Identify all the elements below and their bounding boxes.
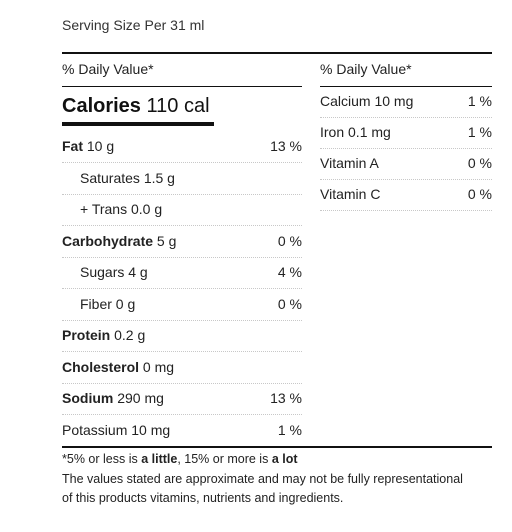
nutrient-percent: 13 %	[270, 390, 302, 406]
vitamin-percent: 0 %	[467, 186, 492, 202]
footer-rule	[62, 446, 492, 448]
vitamin-name: Calcium 10 mg	[320, 93, 414, 109]
nutrient-name: Protein 0.2 g	[62, 320, 145, 351]
nutrient-name: Fiber 0 g	[80, 289, 135, 320]
nutrient-percent: 1 %	[277, 422, 302, 438]
footnote-text-b: , 15% or more is	[177, 452, 272, 466]
nutrient-percent: 13 %	[270, 138, 302, 154]
nutrient-amount: + Trans 0.0 g	[80, 201, 163, 217]
header-rule-right	[320, 86, 492, 87]
nutrient-amount: Sugars 4 g	[80, 264, 148, 280]
nutrient-row: Sodium 290 mg 13 %	[62, 383, 302, 415]
nutrient-row: Carbohydrate 5 g 0 %	[62, 226, 302, 258]
nutrient-name-bold: Carbohydrate	[62, 233, 154, 249]
vitamin-row: Iron 0.1 mg 1 %	[320, 117, 492, 149]
nutrient-name: Potassium 10 mg	[62, 415, 170, 446]
nutrient-name-bold: Fat	[62, 138, 83, 154]
nutrient-name: Saturates 1.5 g	[80, 163, 175, 194]
nutrient-row: Saturates 1.5 g	[62, 163, 302, 195]
vitamin-row: Calcium 10 mg 1 %	[320, 86, 492, 118]
nutrient-name-bold: Sodium	[62, 390, 114, 406]
nutrient-name-bold: Protein	[62, 327, 111, 343]
header-rule-left	[62, 86, 302, 87]
nutrient-name: Sugars 4 g	[80, 257, 148, 288]
nutrient-name: + Trans 0.0 g	[80, 194, 162, 225]
footnote-little: a little	[141, 452, 178, 466]
top-rule	[62, 52, 492, 54]
nutrient-amount: Saturates 1.5 g	[80, 170, 175, 186]
serving-size: Serving Size Per 31 ml	[62, 17, 205, 33]
footnote-text-a: *5% or less is	[62, 452, 142, 466]
calories-value: 110 cal	[146, 95, 210, 117]
nutrient-row: Cholesterol 0 mg	[62, 352, 302, 384]
nutrient-percent: 0 %	[277, 233, 302, 249]
daily-value-header-left: % Daily Value*	[62, 61, 154, 77]
nutrient-row: Sugars 4 g 4 %	[62, 257, 302, 289]
footnote-line-2: The values stated are approximate and ma…	[62, 472, 463, 486]
nutrient-percent: 4 %	[277, 264, 302, 280]
nutrient-row: Fat 10 g 13 %	[62, 131, 302, 163]
nutrient-name: Carbohydrate 5 g	[62, 226, 176, 257]
nutrient-amount: 0.2 g	[110, 327, 146, 343]
nutrient-amount: Fiber 0 g	[80, 296, 136, 312]
vitamin-percent: 0 %	[467, 155, 492, 171]
nutrient-percent: 0 %	[277, 296, 302, 312]
nutrient-name: Cholesterol 0 mg	[62, 352, 174, 383]
vitamin-row: Vitamin C 0 %	[320, 179, 492, 211]
nutrient-row: Fiber 0 g 0 %	[62, 289, 302, 321]
footnote-lot: a lot	[271, 452, 298, 466]
calories-bar	[62, 122, 214, 126]
footnote-line-3: of this products vitamins, nutrients and…	[62, 491, 344, 505]
calories-label: Calories	[62, 95, 141, 117]
calories-line: Calories 110 cal	[62, 95, 210, 118]
vitamin-percent: 1 %	[467, 124, 492, 140]
nutrient-row: Potassium 10 mg 1 %	[62, 415, 302, 446]
vitamin-row: Vitamin A 0 %	[320, 148, 492, 180]
footnote-line-1: *5% or less is a little, 15% or more is …	[62, 449, 298, 469]
nutrient-amount: 5 g	[153, 233, 177, 249]
nutrient-name: Fat 10 g	[62, 131, 114, 162]
vitamin-name: Vitamin A	[320, 155, 379, 171]
nutrient-amount: 290 mg	[113, 390, 164, 406]
nutrient-amount: 10 g	[83, 138, 115, 154]
daily-value-header-right: % Daily Value*	[320, 61, 412, 77]
nutrient-name-bold: Cholesterol	[62, 359, 140, 375]
vitamin-percent: 1 %	[467, 93, 492, 109]
nutrient-amount: Potassium 10 mg	[62, 422, 171, 438]
nutrient-amount: 0 mg	[139, 359, 175, 375]
vitamin-name: Vitamin C	[320, 186, 381, 202]
nutrient-name: Sodium 290 mg	[62, 383, 164, 414]
nutrient-row: + Trans 0.0 g	[62, 194, 302, 226]
nutrient-row: Protein 0.2 g	[62, 320, 302, 352]
vitamin-name: Iron 0.1 mg	[320, 124, 391, 140]
